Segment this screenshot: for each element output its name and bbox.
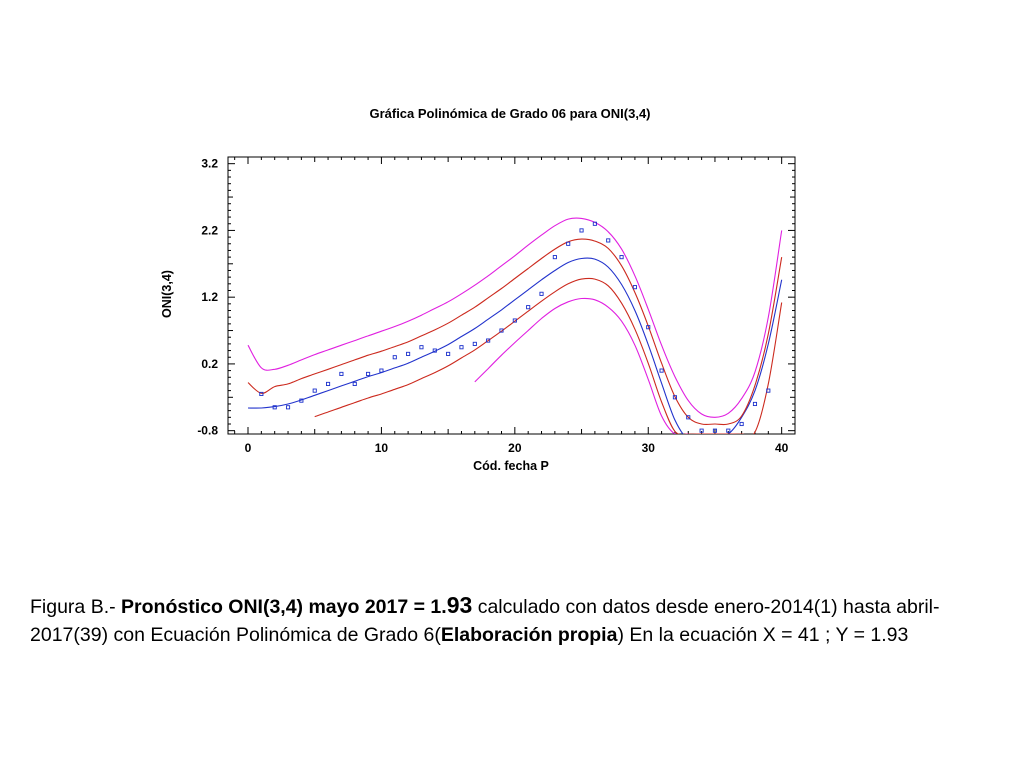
data-point — [712, 428, 718, 433]
caption-source: Elaboración propia — [440, 624, 618, 646]
data-point — [526, 305, 531, 310]
chart: Gráfica Polinómica de Grado 06 para ONI(… — [160, 106, 796, 473]
y-tick-label: 2.2 — [201, 223, 218, 237]
data-point — [579, 228, 584, 233]
series-lines — [247, 217, 783, 434]
caption-forecast-digits: 93 — [446, 592, 473, 618]
data-point — [619, 255, 624, 260]
data-point — [566, 241, 571, 246]
y-tick-label: -0.8 — [197, 424, 218, 438]
series-line-band-inner-upper — [247, 238, 783, 426]
data-point — [739, 421, 744, 427]
data-point — [606, 238, 611, 243]
x-tick-label: 10 — [375, 441, 389, 455]
data-point — [339, 371, 344, 376]
x-tick-label: 40 — [775, 441, 789, 455]
x-tick-label: 0 — [245, 441, 252, 455]
data-point — [686, 415, 691, 420]
data-point — [259, 391, 264, 397]
plot-frame — [227, 156, 796, 435]
data-point — [406, 351, 411, 356]
data-point — [512, 318, 517, 323]
data-point — [539, 291, 544, 296]
data-point — [272, 405, 277, 410]
data-point — [499, 328, 504, 333]
y-axis-label: ONI(3,4) — [160, 270, 174, 318]
caption-text-2: ) En la ecuación X = 41 ; Y = 1.93 — [617, 624, 909, 646]
data-point — [379, 368, 384, 373]
series-line-band-outer-upper — [247, 217, 783, 418]
data-point — [472, 341, 477, 346]
data-point — [352, 381, 357, 386]
x-axis-label: Cód. fecha P — [473, 459, 549, 473]
caption-forecast: Pronóstico ONI(3,4) mayo 2017 = 1. — [121, 596, 447, 618]
data-point — [552, 255, 557, 260]
y-tick-label: 1.2 — [201, 290, 218, 304]
data-point — [392, 355, 397, 360]
data-point — [672, 395, 677, 400]
caption-text-1: calculado con datos desde enero-2014(1) … — [30, 596, 940, 646]
data-point — [459, 345, 464, 350]
data-point — [285, 405, 291, 410]
data-point — [659, 368, 664, 373]
data-point — [766, 388, 771, 393]
plot-area — [227, 156, 796, 435]
data-point — [592, 221, 597, 226]
y-tick-label: 3.2 — [201, 157, 218, 171]
x-axis: 0 10 20 30 40 — [234, 157, 796, 455]
data-point — [632, 285, 637, 290]
figure-caption: Figura B.- Pronóstico ONI(3,4) mayo 2017… — [30, 591, 1000, 649]
x-tick-label: 20 — [508, 441, 522, 455]
data-point — [312, 388, 317, 393]
series-line-fit — [247, 257, 783, 434]
x-tick-label: 30 — [642, 441, 656, 455]
data-point — [699, 428, 704, 433]
data-point — [726, 428, 731, 433]
data-point — [419, 345, 424, 350]
series-line-band-outer-lower — [474, 297, 689, 434]
data-point — [752, 401, 758, 407]
caption-lead: Figura B.- — [30, 596, 122, 618]
y-axis: -0.8 0.2 1.2 2.2 3.2 — [197, 157, 795, 438]
y-tick-label: 0.2 — [201, 357, 218, 371]
data-point — [366, 371, 371, 376]
data-point — [646, 325, 651, 330]
chart-title: Gráfica Polinómica de Grado 06 para ONI(… — [369, 106, 650, 121]
data-point — [446, 351, 451, 356]
observed-points — [259, 221, 771, 433]
series-line-band-inner-lower — [314, 277, 783, 434]
data-point — [486, 338, 491, 343]
data-point — [299, 398, 304, 403]
data-point — [326, 381, 331, 386]
data-point — [432, 348, 437, 353]
